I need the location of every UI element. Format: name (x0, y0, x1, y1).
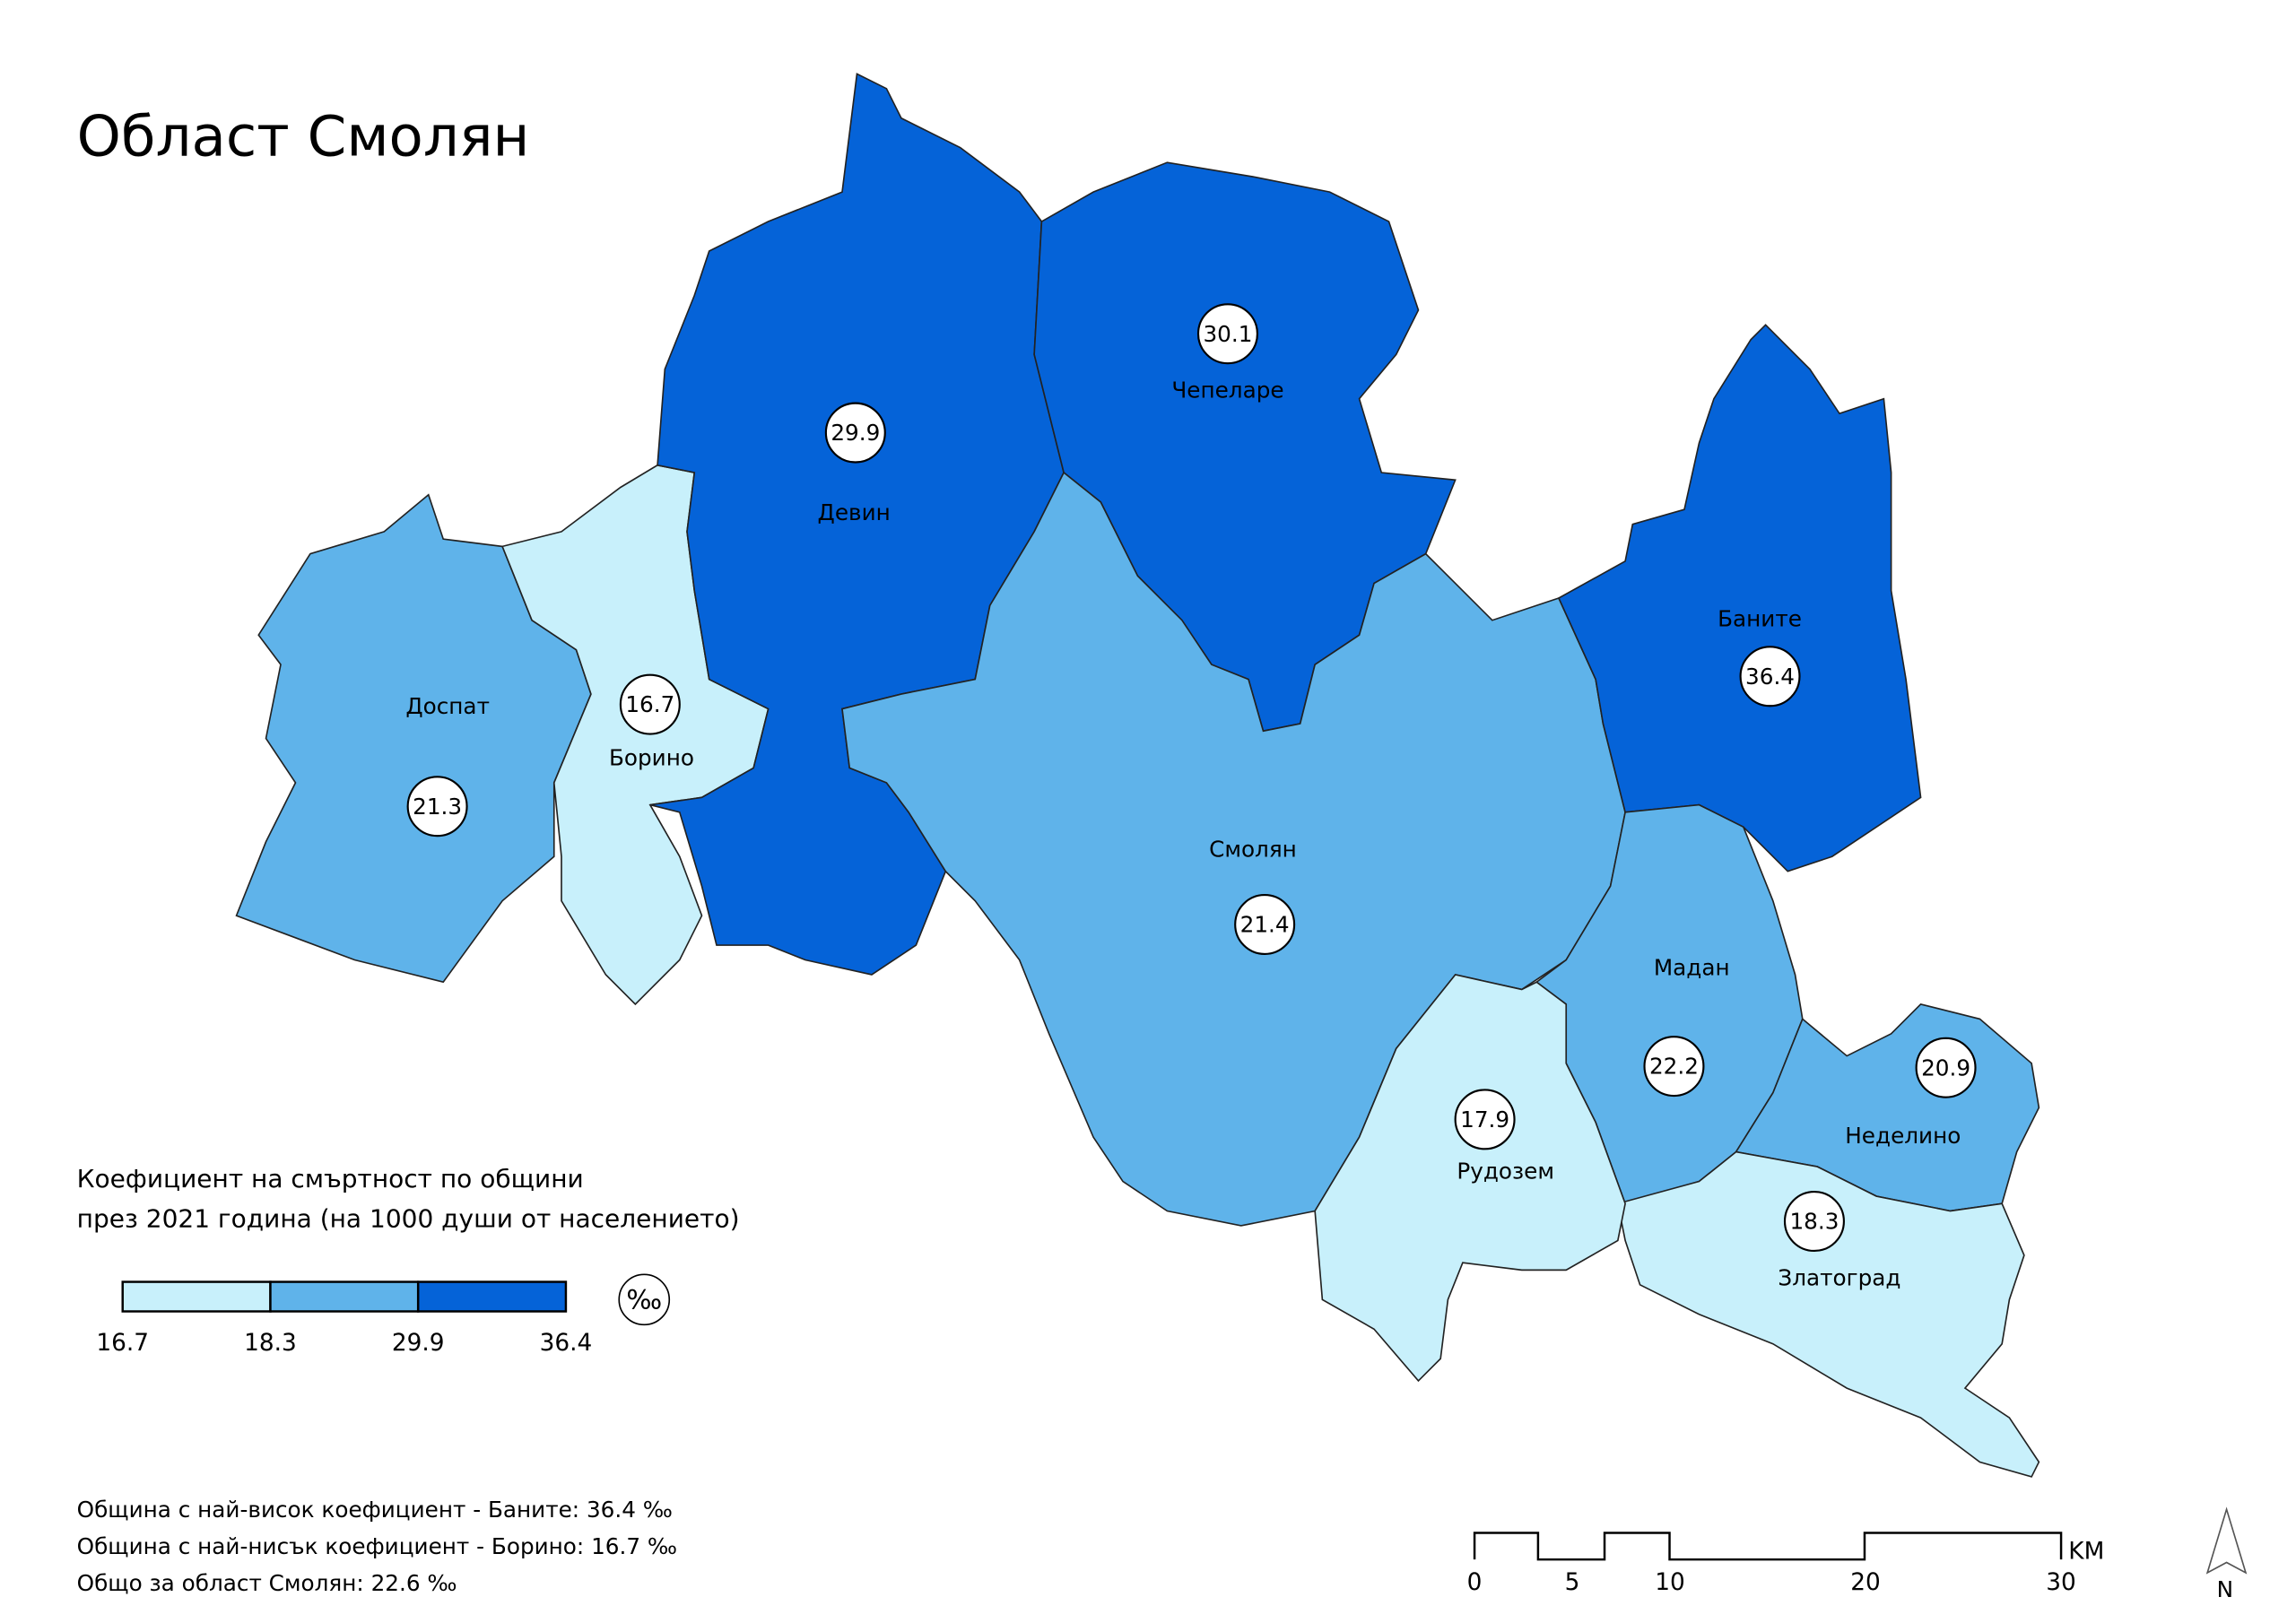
region-name: Смолян (1209, 837, 1297, 863)
value-circle (1643, 1036, 1705, 1098)
region-name: Рудозем (1457, 1159, 1554, 1185)
region-name: Чепеларе (1171, 377, 1283, 403)
note: Общо за област Смолян: 22.6 ‰ (77, 1570, 457, 1596)
region-name: Мадан (1654, 954, 1730, 980)
value-circle (1739, 646, 1801, 707)
legend: 16.7 18.3 29.9 36.4 (96, 1280, 593, 1357)
unit-circle (618, 1273, 671, 1326)
region-value: 17.9 (1460, 1107, 1509, 1133)
region-value: 29.9 (831, 420, 880, 446)
scale-tick-label: 30 (2046, 1569, 2076, 1596)
region-value: 16.7 (625, 691, 674, 717)
note: Община с най-нисък коефициент - Борино: … (77, 1533, 677, 1559)
legend-unit: ‰ (626, 1283, 662, 1315)
region-value: 30.1 (1203, 321, 1252, 347)
region-name: Девин (818, 499, 891, 525)
region-value: 21.3 (413, 794, 462, 820)
region (1616, 1150, 2040, 1478)
regions (235, 73, 2040, 1478)
scale-tick-label: 10 (1655, 1569, 1685, 1596)
legend-break: 16.7 (96, 1330, 149, 1357)
legend-break: 29.9 (392, 1330, 445, 1357)
legend-swatch (269, 1280, 420, 1313)
legend-break: 36.4 (540, 1330, 593, 1357)
map-title: Област Смолян (77, 104, 530, 169)
region (235, 493, 592, 984)
legend-break: 18.3 (244, 1330, 297, 1357)
value-circle (1454, 1089, 1516, 1150)
region-value: 36.4 (1745, 664, 1795, 690)
value-circle (619, 673, 681, 735)
scale-bar (1473, 1532, 2063, 1561)
legend-swatch (121, 1280, 272, 1313)
region-name: Неделино (1845, 1123, 1961, 1149)
note: Община с най-висок коефициент - Баните: … (77, 1497, 673, 1523)
region-value: 21.4 (1240, 912, 1290, 938)
region (1314, 974, 1626, 1383)
value-circle (406, 776, 468, 838)
scale-ticks: 0 5 10 20 30 (1467, 1569, 2076, 1596)
region-name: Борино (609, 745, 694, 771)
region-value: 18.3 (1789, 1209, 1839, 1235)
region-name: Баните (1718, 606, 1802, 632)
scale-tick-label: 20 (1850, 1569, 1881, 1596)
legend-title: Коефициент на смъртност по общини (77, 1164, 584, 1193)
north-label: N (2217, 1576, 2233, 1602)
scale-tick-label: 5 (1565, 1569, 1580, 1596)
region-value: 22.2 (1649, 1054, 1699, 1080)
legend-swatch (416, 1280, 568, 1313)
region-name: Златоград (1778, 1264, 1900, 1290)
north-arrow (2205, 1506, 2248, 1575)
value-circle (1783, 1191, 1845, 1253)
scale-tick-label: 0 (1467, 1569, 1483, 1596)
region-value: 20.9 (1921, 1055, 1970, 1081)
value-circle (1234, 893, 1296, 956)
labels: Доспат 21.3 Борино 16.7 Девин 29.9 Чепеларе 30.… (405, 303, 1977, 1290)
value-circle (824, 402, 886, 464)
value-circle (1915, 1037, 1977, 1098)
scale-unit: KM (2068, 1538, 2104, 1565)
value-circle (1196, 303, 1258, 365)
region-name: Доспат (405, 693, 490, 719)
legend-title: през 2021 година (на 1000 души от населе… (77, 1203, 740, 1233)
